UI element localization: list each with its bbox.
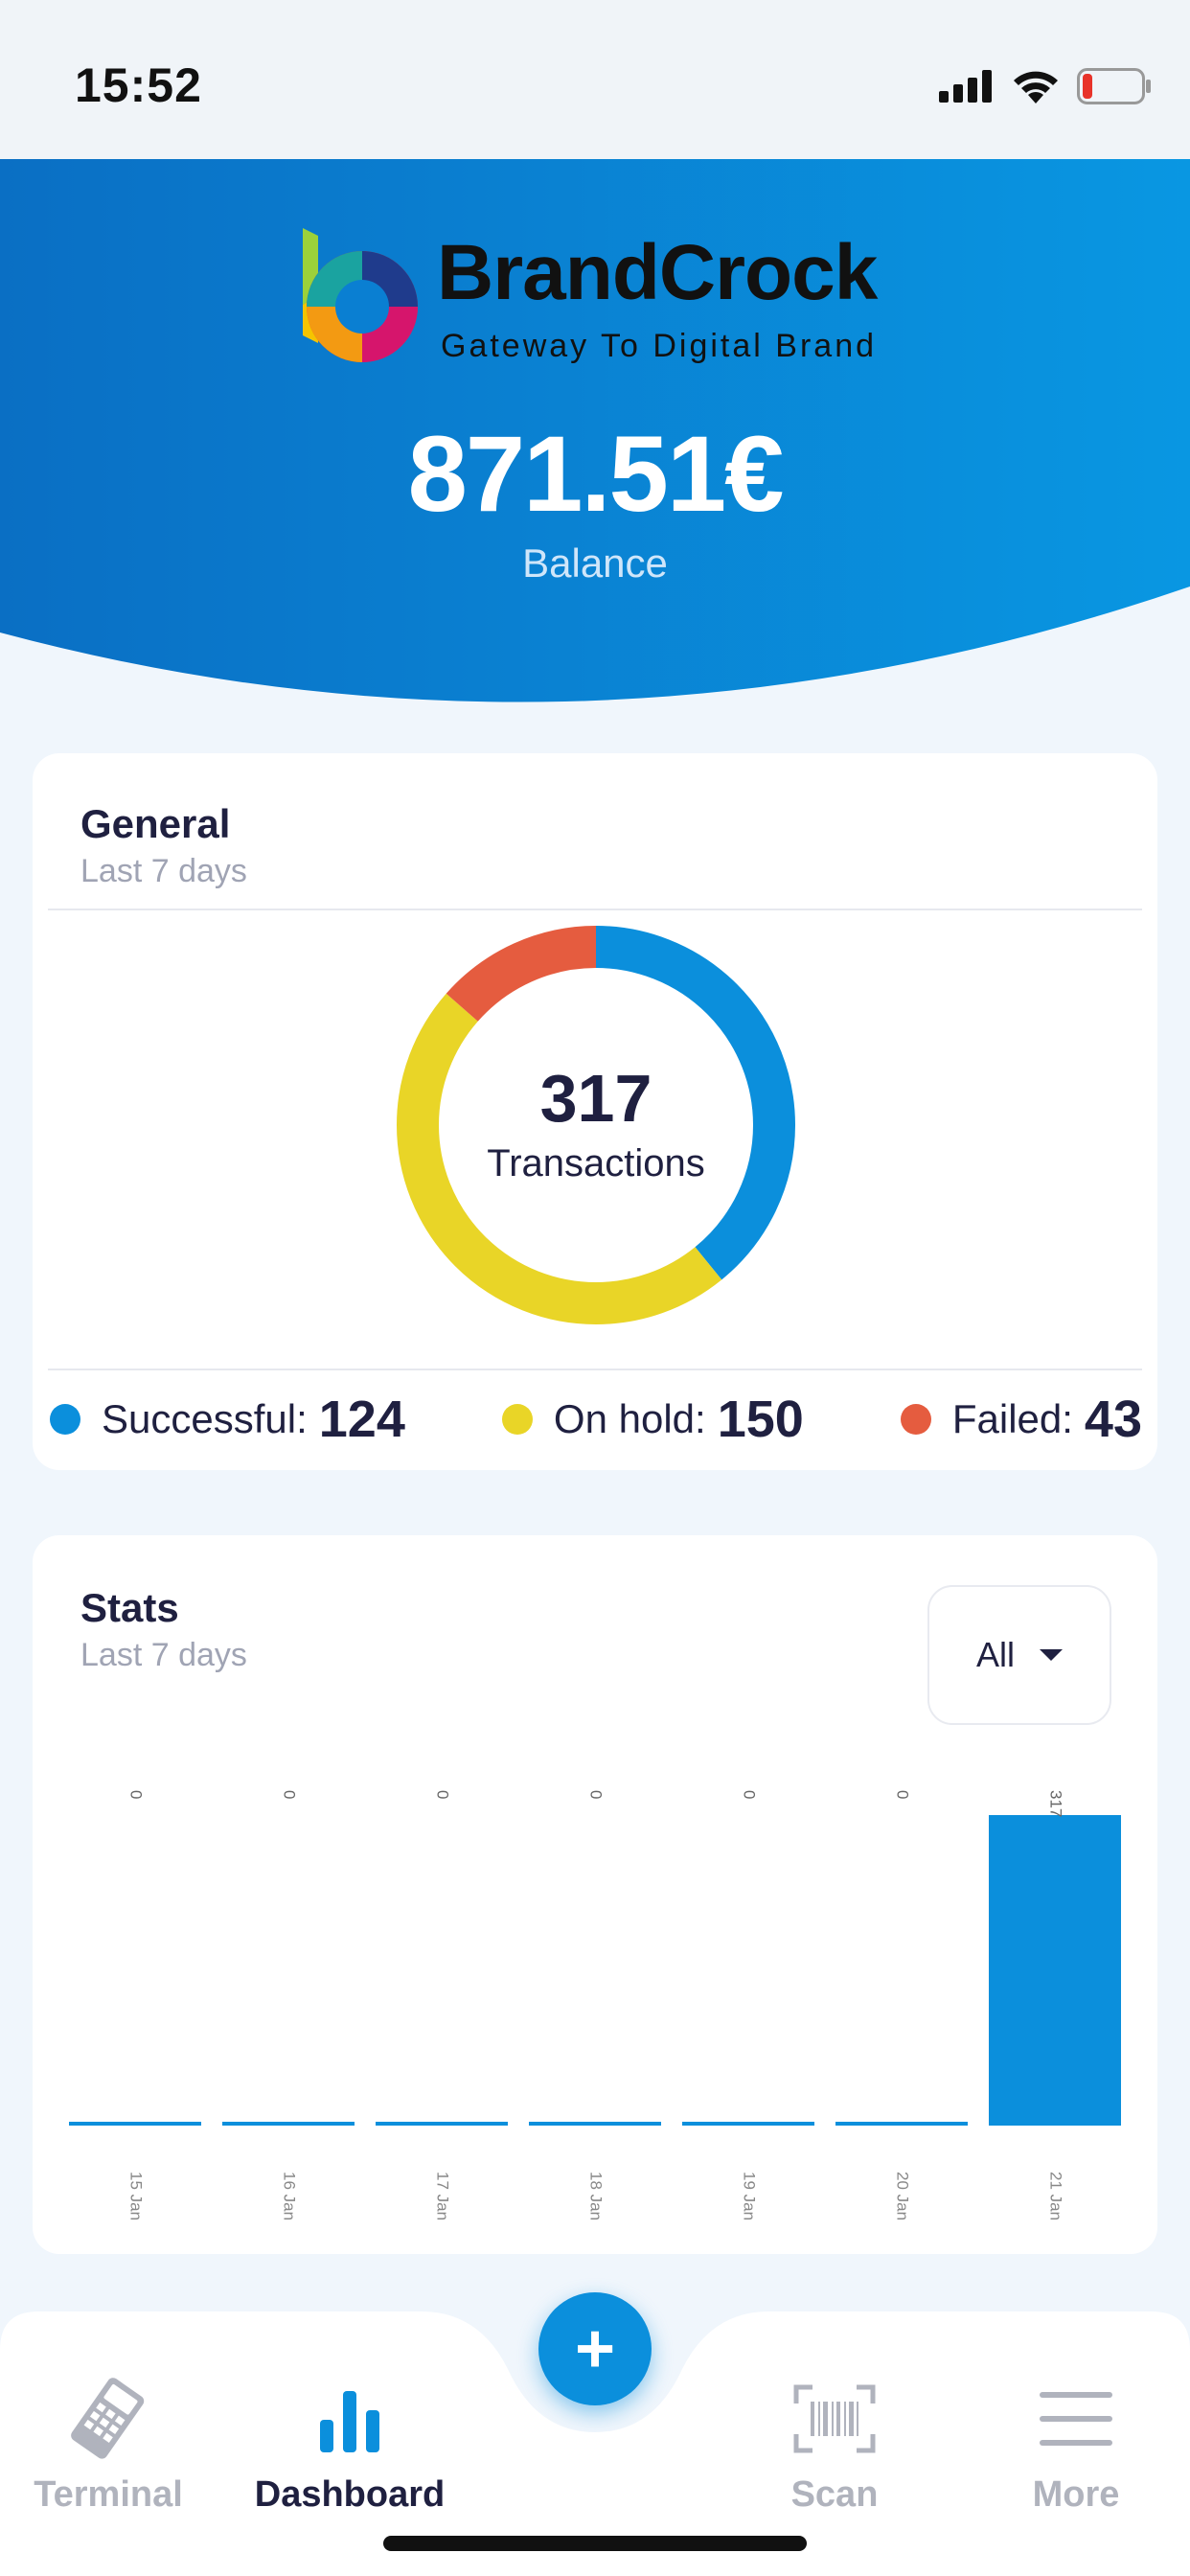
donut-legend: Successful: 124 On hold: 150 Failed: 43 bbox=[50, 1386, 1142, 1453]
home-indicator bbox=[383, 2536, 807, 2551]
bar-16-jan bbox=[222, 2122, 355, 2126]
bar-21-jan bbox=[989, 1815, 1121, 2126]
tab-more[interactable]: More bbox=[956, 2312, 1190, 2532]
stats-bar-chart: 0 15 Jan 0 16 Jan 0 17 Jan 0 18 Jan 0 19 Jan 0 20 J… bbox=[69, 1790, 1121, 2220]
status-bar: 15:52 bbox=[0, 0, 1190, 159]
barcode-scan-icon bbox=[793, 2373, 876, 2465]
stats-card: Stats Last 7 days All 0 15 Jan 0 16 Jan 0 17 … bbox=[33, 1535, 1157, 2254]
battery-icon bbox=[1077, 68, 1151, 104]
bar-category-label: 19 Jan bbox=[741, 2172, 759, 2220]
bar-value-label: 0 bbox=[741, 1790, 759, 1799]
brand-logo-mark-icon bbox=[303, 228, 418, 362]
bar-value-label: 0 bbox=[281, 1790, 299, 1799]
chevron-down-icon bbox=[1040, 1649, 1063, 1661]
bar-value-label: 317 bbox=[1047, 1790, 1065, 1817]
balance-amount: 871.51€ bbox=[407, 414, 785, 534]
bar-category-label: 20 Jan bbox=[894, 2172, 912, 2220]
stats-title: Stats bbox=[80, 1585, 179, 1630]
bar-value-label: 0 bbox=[587, 1790, 606, 1799]
bar-20-jan bbox=[835, 2122, 968, 2126]
stats-subtitle: Last 7 days bbox=[80, 1637, 247, 1673]
transactions-total: 317 bbox=[539, 1061, 652, 1136]
status-icons bbox=[939, 58, 1152, 115]
cellular-signal-icon bbox=[939, 70, 992, 103]
legend-value-on-hold: 150 bbox=[717, 1391, 804, 1448]
bar-category-label: 15 Jan bbox=[127, 2172, 146, 2220]
general-title: General bbox=[80, 801, 231, 846]
bar-value-label: 0 bbox=[434, 1790, 452, 1799]
donut-slice-on-hold bbox=[397, 926, 795, 1324]
tab-dashboard[interactable]: Dashboard bbox=[230, 2312, 469, 2532]
bar-15-jan bbox=[69, 2122, 201, 2126]
tab-scan[interactable]: Scan bbox=[715, 2312, 954, 2532]
transactions-donut-chart: 317 Transactions bbox=[395, 924, 797, 1326]
brand-name: BrandCrock bbox=[437, 229, 878, 316]
header-background bbox=[0, 159, 1190, 702]
general-divider-bottom bbox=[48, 1368, 1142, 1370]
legend-item-on-hold: On hold: 150 bbox=[501, 1390, 804, 1449]
legend-value-successful: 124 bbox=[318, 1391, 405, 1448]
add-transaction-button[interactable]: + bbox=[538, 2292, 652, 2405]
stats-filter-value: All bbox=[975, 1635, 1015, 1674]
tab-label-scan: Scan bbox=[790, 2474, 879, 2515]
donut-svg bbox=[397, 926, 795, 1324]
brand-logo: BrandCrock Gateway To Digital Brand bbox=[295, 228, 908, 372]
tab-label-more: More bbox=[1032, 2474, 1120, 2515]
legend-value-failed: 43 bbox=[1084, 1391, 1142, 1448]
legend-label-failed: Failed: bbox=[951, 1396, 1073, 1441]
status-time: 15:52 bbox=[75, 58, 202, 112]
wifi-icon bbox=[1014, 71, 1058, 104]
menu-icon bbox=[1040, 2373, 1112, 2465]
donut-slice-failed bbox=[397, 926, 795, 1324]
bar-value-label: 0 bbox=[127, 1790, 146, 1799]
legend-label-successful: Successful: bbox=[102, 1396, 308, 1441]
general-divider-top bbox=[48, 908, 1142, 910]
tab-terminal[interactable]: Terminal bbox=[0, 2312, 228, 2532]
tab-label-terminal: Terminal bbox=[34, 2474, 183, 2515]
legend-dot-on-hold bbox=[501, 1404, 533, 1435]
legend-item-successful: Successful: 124 bbox=[50, 1390, 405, 1449]
legend-item-failed: Failed: 43 bbox=[900, 1390, 1142, 1449]
bar-category-label: 21 Jan bbox=[1047, 2172, 1065, 2220]
bar-value-label: 0 bbox=[894, 1790, 912, 1799]
general-card: General Last 7 days 317 Transactions Suc… bbox=[33, 753, 1157, 1470]
bar-category-label: 16 Jan bbox=[281, 2172, 299, 2220]
tab-label-dashboard: Dashboard bbox=[254, 2474, 446, 2515]
legend-dot-failed bbox=[900, 1404, 931, 1435]
bar-19-jan bbox=[682, 2122, 814, 2126]
terminal-icon bbox=[65, 2373, 151, 2465]
balance-header: BrandCrock Gateway To Digital Brand 871.… bbox=[0, 159, 1190, 721]
brand-tagline: Gateway To Digital Brand bbox=[441, 328, 878, 364]
bar-category-label: 18 Jan bbox=[587, 2172, 606, 2220]
transactions-total-label: Transactions bbox=[487, 1142, 705, 1184]
bar-17-jan bbox=[376, 2122, 508, 2126]
stats-filter-dropdown[interactable]: All bbox=[927, 1585, 1111, 1725]
general-subtitle: Last 7 days bbox=[80, 853, 247, 889]
balance-label: Balance bbox=[522, 540, 668, 586]
bar-18-jan bbox=[529, 2122, 661, 2126]
legend-label-on-hold: On hold: bbox=[553, 1396, 706, 1441]
legend-dot-successful bbox=[50, 1404, 80, 1435]
bar-category-label: 17 Jan bbox=[434, 2172, 452, 2220]
bottom-tab-bar: Terminal Dashboard Scan bbox=[0, 2312, 1190, 2576]
tabbar-background bbox=[0, 2312, 1190, 2576]
bar-chart-icon bbox=[316, 2373, 383, 2465]
